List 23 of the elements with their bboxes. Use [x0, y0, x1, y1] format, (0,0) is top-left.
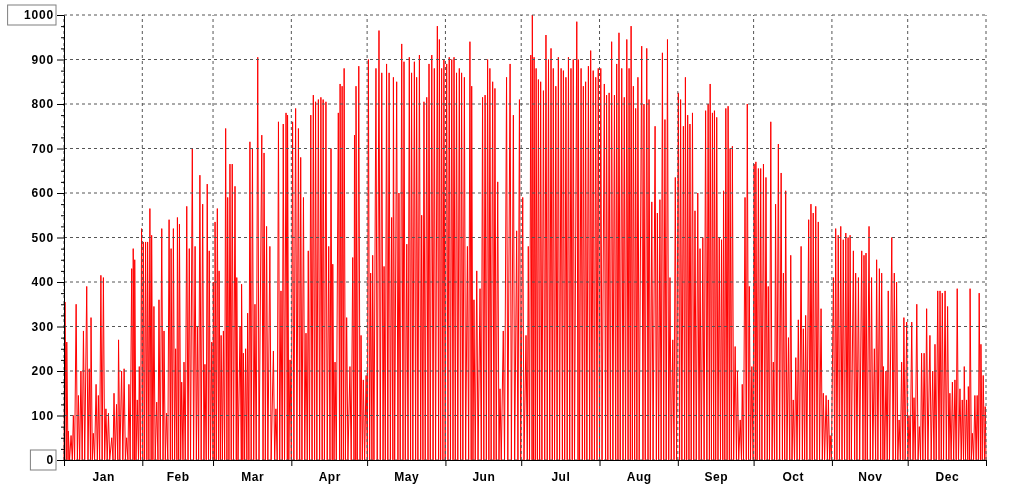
y-tick-label: 1000 — [24, 8, 54, 23]
x-tick-label: Oct — [782, 469, 805, 484]
y-tick-label: 500 — [31, 230, 54, 245]
x-tick-label: Jun — [472, 469, 496, 484]
y-tick-label: 0 — [46, 453, 54, 468]
y-tick-label: 100 — [31, 408, 54, 423]
x-tick-label: Jul — [551, 469, 571, 484]
x-tick-label: Jan — [92, 469, 115, 484]
x-tick-label: Apr — [318, 469, 341, 484]
x-tick-label: Feb — [166, 469, 190, 484]
x-tick-label: Mar — [241, 469, 265, 484]
y-tick-label: 800 — [31, 97, 54, 112]
x-tick-label: Nov — [858, 469, 883, 484]
y-tick-label: 300 — [31, 319, 54, 334]
x-tick-label: Dec — [935, 469, 960, 484]
y-tick-label: 900 — [31, 52, 54, 67]
y-tick-label: 600 — [31, 186, 54, 201]
y-tick-label: 200 — [31, 364, 54, 379]
x-tick-label: May — [394, 469, 420, 484]
y-tick-label: 700 — [31, 141, 54, 156]
x-tick-label: Sep — [704, 469, 728, 484]
y-tick-label: 400 — [31, 275, 54, 290]
x-tick-label: Aug — [626, 469, 652, 484]
